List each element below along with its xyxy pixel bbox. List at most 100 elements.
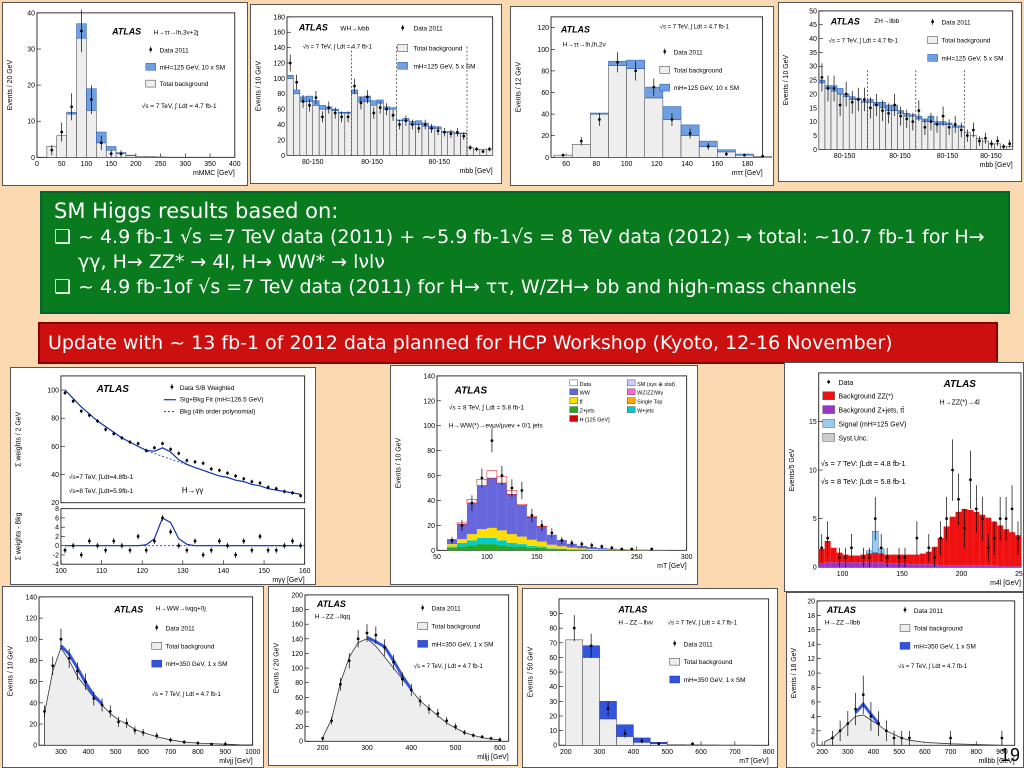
data-point — [169, 738, 172, 742]
stack-bar-other — [456, 546, 467, 551]
data-point — [570, 541, 574, 545]
y-tick-label: 20 — [277, 137, 285, 144]
x-tick-label: 100 — [837, 571, 849, 578]
energy-label: √s = 7 TeV, ∫ Ldt = 4.7 fb-1 — [829, 38, 898, 45]
legend-swatch — [822, 391, 835, 400]
data-point — [209, 548, 213, 552]
data-point — [953, 123, 957, 126]
data-point — [291, 491, 294, 495]
zz-bar — [890, 554, 897, 564]
zjets-bar — [985, 565, 992, 568]
y-tick-label: 40 — [295, 709, 303, 716]
data-point — [893, 103, 897, 107]
legend-label: Total background — [684, 659, 733, 666]
data-point — [144, 548, 148, 552]
data-point — [299, 494, 303, 498]
atlas-label: ATLAS — [826, 605, 856, 615]
signal-bar — [286, 75, 294, 79]
data-point — [169, 447, 173, 451]
x-tick-label: 600 — [494, 745, 506, 752]
x-tick-label: 180 — [742, 161, 754, 168]
data-point — [475, 147, 479, 151]
data-point — [691, 742, 694, 746]
x-tick-label: 400 — [83, 749, 95, 756]
x-tick-label: 300 — [681, 554, 693, 561]
data-point — [398, 123, 401, 126]
data-point — [826, 536, 830, 540]
stack-bar-top — [486, 527, 497, 538]
legend-label: WZ/ZZ/Wγ — [637, 391, 663, 397]
zjets-bar — [937, 565, 944, 568]
data-point — [258, 481, 262, 485]
data-point — [89, 98, 93, 101]
stack-bar-ww — [516, 505, 527, 537]
x-tick-label: 130 — [177, 568, 189, 575]
data-point — [226, 471, 229, 475]
stack-bar-top — [556, 546, 567, 549]
zjets-bar — [872, 562, 879, 568]
x-tick-label: 100 — [55, 568, 67, 575]
y-tick-label: 6 — [811, 699, 815, 706]
x-tick-label: 300 — [55, 749, 67, 756]
update-banner: Update with ~ 13 fb-1 of 2012 data plann… — [38, 322, 998, 364]
x-tick-label: 80-150 — [429, 159, 451, 166]
signal-line — [366, 636, 413, 691]
bkg-bar — [644, 97, 664, 158]
y-tick-label: 80 — [541, 68, 549, 75]
y-tick-label: 160 — [273, 30, 285, 37]
data-point — [580, 542, 584, 546]
channel-label: H→ττ→lh,lh,2ν — [563, 42, 606, 49]
zz-bar — [919, 553, 926, 565]
y-tick-label: 0 — [811, 743, 815, 750]
y-tick-label: 5 — [813, 133, 817, 140]
data-point — [76, 669, 79, 673]
y-tick-label: 40 — [809, 36, 817, 43]
data-point — [125, 721, 129, 725]
data-point — [87, 413, 91, 417]
data-point — [929, 120, 933, 124]
y-tick-label: 20 — [807, 598, 815, 605]
y-tick-label: 8 — [55, 506, 59, 513]
zz-bar — [913, 554, 920, 565]
stack-bar-other — [556, 549, 567, 551]
data-point — [610, 546, 614, 550]
data-point — [193, 539, 197, 543]
data-point — [185, 459, 189, 462]
stack-bar-zjets — [456, 542, 467, 547]
y-tick-label: 8 — [811, 685, 815, 692]
data-point — [900, 736, 904, 740]
bkg-bar — [66, 113, 77, 158]
bkg-bar — [970, 135, 977, 150]
checkbox-bullet-icon: ❑ — [54, 276, 72, 298]
x-tick-label: 50 — [433, 554, 441, 561]
data-point — [223, 742, 227, 746]
y-tick-label: 30 — [27, 46, 35, 53]
zz-bar — [943, 526, 950, 566]
y-tick-label: 15 — [809, 419, 817, 426]
data-point — [550, 531, 554, 535]
zjets-bar — [979, 565, 986, 568]
data-point — [136, 535, 140, 538]
legend-swatch — [569, 397, 578, 404]
legend-label: mH=125 GeV, 5 x SM — [942, 55, 1004, 62]
data-point — [108, 709, 112, 713]
data-point — [598, 118, 601, 121]
atlas-label: ATLAS — [617, 605, 647, 615]
x-tick-label: 600 — [919, 749, 931, 756]
signal-bar — [717, 149, 736, 153]
x-axis-label: mbb [GeV] — [980, 162, 1013, 169]
legend-label: mH=125 GeV, 10 x SM — [674, 85, 739, 92]
data-point — [903, 608, 907, 612]
plot-h-zz-llvv: 0 10 20 30 40 50 60 70 80 90 200 300 400 500 600 700 800… — [522, 588, 778, 768]
data-point — [374, 633, 378, 637]
data-point — [92, 697, 96, 701]
bkg-area — [824, 714, 1002, 746]
bkg-bar — [357, 101, 365, 156]
checkbox-bullet-icon: ❑ — [54, 226, 72, 248]
x-tick-label: 350 — [204, 161, 216, 168]
legend-label: Single Top — [637, 400, 662, 406]
zjets-bar — [973, 565, 980, 568]
y-tick-label: 14 — [807, 642, 815, 649]
y-tick-label: 2 — [55, 534, 59, 541]
stack-bar-ww — [576, 545, 587, 549]
